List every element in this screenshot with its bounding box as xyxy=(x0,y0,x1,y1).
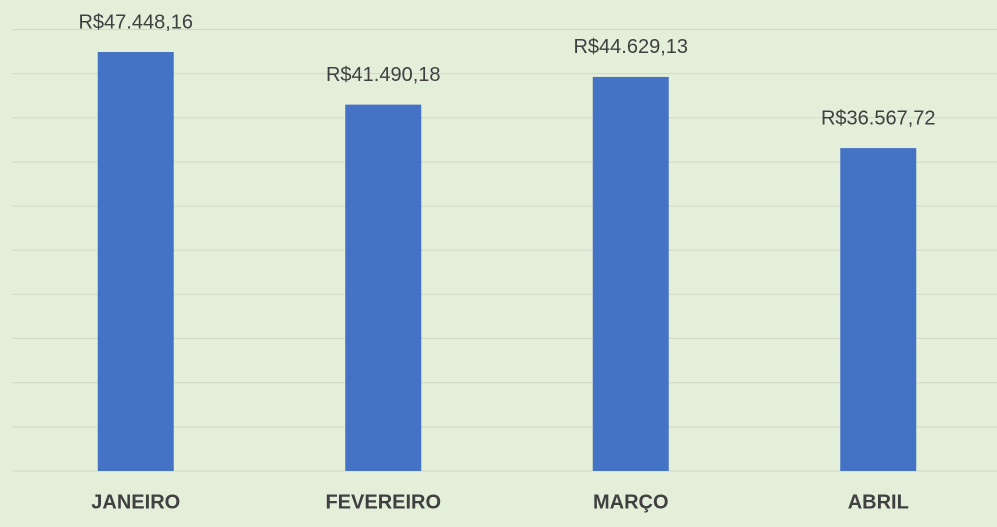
x-tick-label: JANEIRO xyxy=(91,491,180,513)
bar xyxy=(97,52,174,471)
bar xyxy=(592,76,669,472)
x-tick-label: FEVEREIRO xyxy=(325,491,441,513)
value-label: R$41.490,18 xyxy=(326,64,441,86)
x-tick-label: ABRIL xyxy=(848,491,909,513)
value-label: R$47.448,16 xyxy=(78,11,193,33)
value-label: R$44.629,13 xyxy=(573,36,688,58)
x-tick-label: MARÇO xyxy=(593,491,669,513)
bar xyxy=(840,148,917,471)
value-label: R$36.567,72 xyxy=(821,107,936,129)
bar xyxy=(345,104,422,471)
